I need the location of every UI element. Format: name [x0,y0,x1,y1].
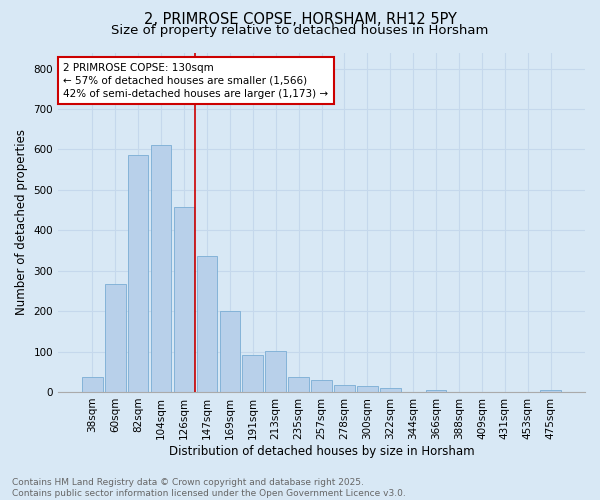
Bar [220,311,240,392]
Bar [197,256,217,392]
Text: 2 PRIMROSE COPSE: 130sqm
← 57% of detached houses are smaller (1,566)
42% of sem: 2 PRIMROSE COPSE: 130sqm ← 57% of detach… [64,62,328,99]
Bar [242,355,263,392]
Bar [334,386,355,392]
Bar [426,390,446,392]
Bar [288,376,309,392]
Y-axis label: Number of detached properties: Number of detached properties [15,129,28,315]
Text: 2, PRIMROSE COPSE, HORSHAM, RH12 5PY: 2, PRIMROSE COPSE, HORSHAM, RH12 5PY [143,12,457,28]
Text: Size of property relative to detached houses in Horsham: Size of property relative to detached ho… [112,24,488,37]
Bar [265,351,286,392]
X-axis label: Distribution of detached houses by size in Horsham: Distribution of detached houses by size … [169,444,475,458]
Bar [105,284,125,392]
Bar [541,390,561,392]
Bar [128,155,148,392]
Bar [311,380,332,392]
Bar [151,145,172,392]
Bar [82,376,103,392]
Text: Contains HM Land Registry data © Crown copyright and database right 2025.
Contai: Contains HM Land Registry data © Crown c… [12,478,406,498]
Bar [173,208,194,392]
Bar [380,388,401,392]
Bar [357,386,377,392]
